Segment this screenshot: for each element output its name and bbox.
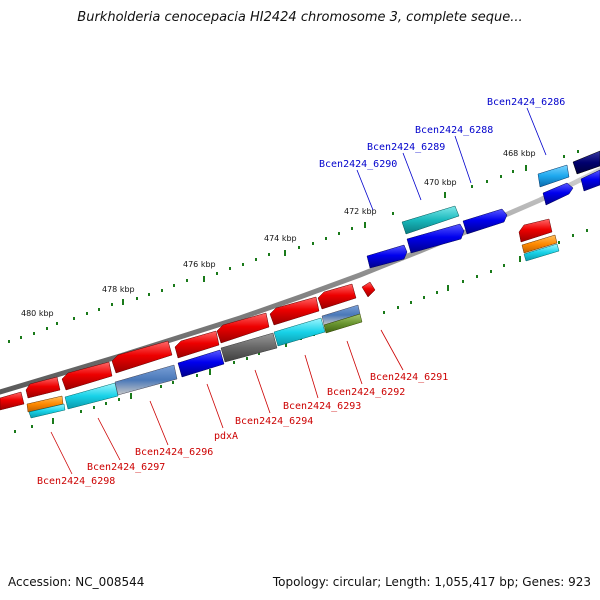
gene-arrow[interactable] [406,223,465,254]
gene-arrow[interactable] [361,281,376,298]
gene-arrow[interactable] [580,169,600,192]
gene-arrow[interactable] [114,364,178,396]
gene-arrow[interactable] [323,313,363,334]
gene-arrow[interactable] [64,382,119,410]
reverse-leader-lines [50,329,404,475]
gene-label[interactable]: pdxA [214,431,238,442]
gene-label[interactable]: Bcen2424_6291 [370,372,448,383]
gene-label[interactable]: Bcen2424_6289 [367,142,445,153]
gene-label[interactable]: Bcen2424_6293 [283,401,361,412]
gene-arrow[interactable] [521,234,558,254]
gene-arrow[interactable] [269,296,320,326]
gene-arrow[interactable] [216,312,270,344]
kbp-label: 474 kbp [264,234,297,243]
gene-arrow[interactable] [220,332,278,363]
gene-arrow[interactable] [537,164,570,188]
kbp-label: 476 kbp [183,260,216,269]
gene-arrow[interactable] [25,376,61,399]
gene-arrow[interactable] [523,243,560,262]
forward-leader-lines [356,107,547,211]
gene-label[interactable]: Bcen2424_6292 [327,387,405,398]
gene-arrow[interactable] [273,317,326,347]
forward-genes [366,150,600,269]
kbp-label: 468 kbp [503,149,536,158]
map-title: Burkholderia cenocepacia HI2424 chromoso… [77,10,523,25]
accession-text: Accession: NC_008544 [8,575,145,589]
kbp-label: 480 kbp [21,309,54,318]
reverse-genes [0,218,560,419]
gene-label[interactable]: Bcen2424_6286 [487,97,565,108]
gene-arrow[interactable] [572,150,600,175]
gene-label[interactable]: Bcen2424_6298 [37,476,115,487]
gene-label[interactable]: Bcen2424_6288 [415,125,493,136]
gene-arrow[interactable] [401,205,460,235]
outer-tick-ring [8,150,579,343]
gene-arrow[interactable] [111,340,173,374]
genome-stats-text: Topology: circular; Length: 1,055,417 bp… [272,575,591,589]
gene-arrow[interactable] [366,244,408,269]
gene-label[interactable]: Bcen2424_6290 [319,159,397,170]
gene-arrow[interactable] [177,349,225,378]
gene-arrow[interactable] [174,330,220,359]
gene-arrow[interactable] [61,361,113,391]
gene-arrow[interactable] [317,283,357,310]
kbp-label: 470 kbp [424,178,457,187]
gene-arrow[interactable] [542,182,574,206]
gene-label[interactable]: Bcen2424_6297 [87,462,165,473]
kbp-label: 478 kbp [102,285,135,294]
gene-arrow[interactable] [518,218,553,243]
gene-arrow[interactable] [0,391,25,411]
chromosome-backbone [0,167,600,395]
gene-arrow[interactable] [28,403,66,419]
gene-label[interactable]: Bcen2424_6294 [235,416,313,427]
gene-label[interactable]: Bcen2424_6296 [135,447,213,458]
gene-arrow[interactable] [462,208,508,235]
kbp-label: 472 kbp [344,207,377,216]
